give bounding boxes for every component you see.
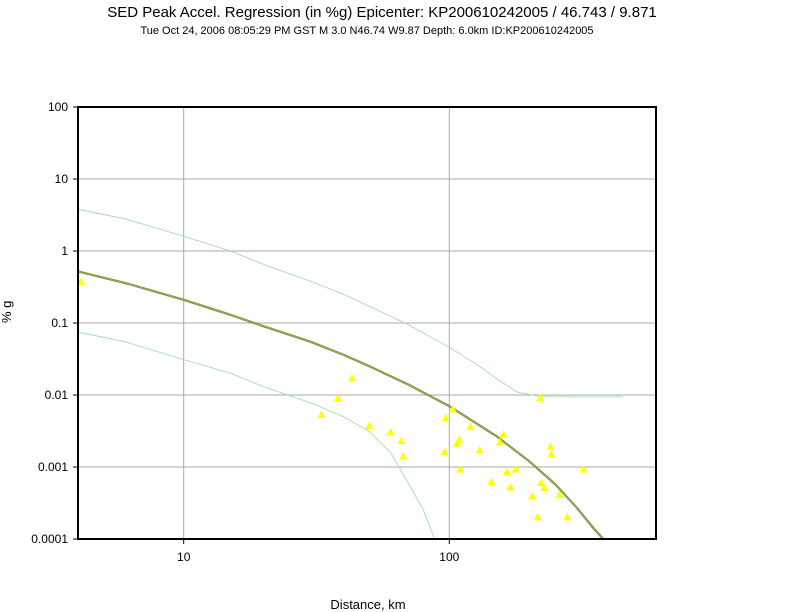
y-tick-label: 0.0001 xyxy=(31,532,68,546)
station-marker xyxy=(453,439,462,447)
station-marker xyxy=(563,512,572,521)
station-marker xyxy=(333,393,342,402)
station-marker xyxy=(506,482,515,491)
x-axis-label: Distance, km xyxy=(330,597,406,612)
station-marker xyxy=(499,430,508,438)
upper-bound-curve xyxy=(77,208,623,398)
station-marker xyxy=(495,437,504,446)
station-marker xyxy=(317,410,326,418)
regression-curve-core xyxy=(77,271,604,540)
station-marker xyxy=(537,478,546,486)
station-marker xyxy=(448,404,457,413)
station-marker xyxy=(456,465,465,473)
station-marker xyxy=(441,413,450,421)
y-tick-label: 10 xyxy=(55,172,69,186)
station-marker xyxy=(546,442,555,450)
x-tick-label: 10 xyxy=(177,550,191,564)
grid-layer xyxy=(78,107,656,539)
station-marker xyxy=(547,449,556,458)
station-marker xyxy=(347,373,356,382)
station-marker xyxy=(475,445,484,454)
station-marker xyxy=(536,393,545,401)
chart-title: SED Peak Accel. Regression (in %g) Epice… xyxy=(107,4,657,21)
station-marker xyxy=(503,467,512,476)
station-marker xyxy=(386,428,395,436)
y-tick-label: 0.1 xyxy=(51,316,68,330)
station-marker xyxy=(555,490,564,498)
station-marker xyxy=(455,435,464,443)
station-marker xyxy=(540,483,549,492)
tick-layer: 10 100 100 10 1 0.1 0.01 0.001 0.0001 xyxy=(31,100,459,564)
station-marker xyxy=(466,422,475,430)
curve-layer xyxy=(77,208,623,540)
y-tick-label: 0.01 xyxy=(45,388,69,402)
regression-curve xyxy=(77,270,605,540)
chart-subtitle: Tue Oct 24, 2006 08:05:29 PM GST M 3.0 N… xyxy=(140,25,594,37)
station-marker xyxy=(440,447,449,456)
station-marker xyxy=(397,436,406,444)
station-marker xyxy=(579,465,588,473)
point-layer xyxy=(76,277,588,521)
y-tick-label: 0.001 xyxy=(38,460,68,474)
y-tick-label: 100 xyxy=(48,100,68,114)
y-tick-label: 1 xyxy=(61,244,68,258)
station-marker xyxy=(365,421,374,430)
lower-bound-curve xyxy=(77,331,435,540)
station-marker xyxy=(487,477,496,485)
station-marker xyxy=(399,451,408,460)
y-axis-label: % g xyxy=(0,300,14,323)
x-tick-label: 100 xyxy=(439,550,459,564)
station-marker xyxy=(533,512,542,521)
station-marker xyxy=(528,491,537,500)
station-marker xyxy=(511,465,520,473)
